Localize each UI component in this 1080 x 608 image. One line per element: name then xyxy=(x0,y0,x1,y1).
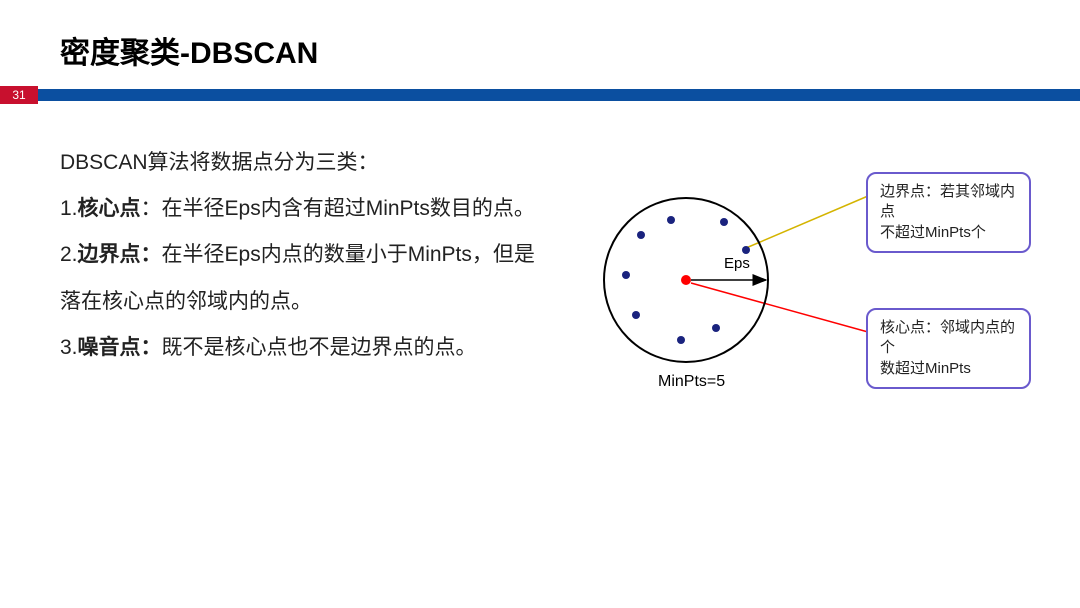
header-bar-blue xyxy=(38,89,1080,101)
callout1-line1: 边界点：若其邻域内点 xyxy=(880,183,1015,220)
callout-border-point: 边界点：若其邻域内点 不超过MinPts个 xyxy=(866,172,1031,253)
p1-rest: ：在半径Eps内含有超过MinPts数目的点。 xyxy=(141,197,535,220)
callout2-line2: 数超过MinPts xyxy=(880,360,971,377)
callout2-line1: 核心点：邻域内点的个 xyxy=(880,319,1015,356)
header-bar: 31 xyxy=(0,86,1080,104)
p3-rest: 既不是核心点也不是边界点的点。 xyxy=(162,336,477,359)
p2-num: 2. xyxy=(60,243,78,266)
point-1: 1.核心点：在半径Eps内含有超过MinPts数目的点。 xyxy=(60,186,540,232)
svg-text:MinPts=5: MinPts=5 xyxy=(658,373,725,390)
svg-text:Eps: Eps xyxy=(724,255,750,272)
callout-core-point: 核心点：邻域内点的个 数超过MinPts xyxy=(866,308,1031,389)
p3-bold: 噪音点： xyxy=(78,336,162,359)
intro-line: DBSCAN算法将数据点分为三类： xyxy=(60,140,540,186)
eps-diagram: Eps MinPts=5 边界点：若其邻域内点 不超过MinPts个 核心点：邻域… xyxy=(546,160,1066,420)
body-text: DBSCAN算法将数据点分为三类： 1.核心点：在半径Eps内含有超过MinPt… xyxy=(60,140,540,371)
p1-num: 1. xyxy=(60,197,78,220)
point-2: 2.边界点：在半径Eps内点的数量小于MinPts，但是落在核心点的邻域内的点。 xyxy=(60,232,540,324)
callout1-line2: 不超过MinPts个 xyxy=(880,224,986,241)
point-3: 3.噪音点：既不是核心点也不是边界点的点。 xyxy=(60,325,540,371)
p1-bold: 核心点 xyxy=(78,197,141,220)
p2-bold: 边界点： xyxy=(78,243,162,266)
page-title: 密度聚类-DBSCAN xyxy=(60,28,318,72)
page-number-badge: 31 xyxy=(0,86,38,104)
p3-num: 3. xyxy=(60,336,78,359)
